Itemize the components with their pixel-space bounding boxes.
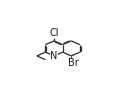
Text: Br: Br bbox=[68, 58, 78, 68]
Text: Cl: Cl bbox=[49, 28, 59, 38]
Text: N: N bbox=[50, 51, 58, 61]
